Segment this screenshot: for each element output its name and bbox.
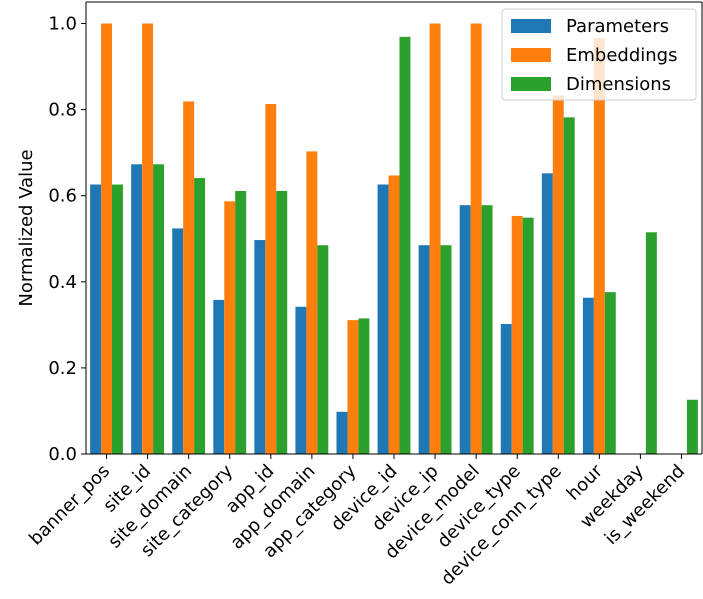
bar-parameters-hour xyxy=(582,297,594,454)
bar-dimensions-app_category xyxy=(358,318,370,454)
bar-dimensions-device_id xyxy=(399,36,411,455)
bar-embeddings-app_category xyxy=(347,320,359,454)
bar-embeddings-device_ip xyxy=(429,23,441,455)
bar-embeddings-banner_pos xyxy=(101,23,113,455)
bar-parameters-site_category xyxy=(213,299,225,454)
bar-embeddings-device_model xyxy=(470,23,482,455)
bar-embeddings-site_domain xyxy=(183,101,195,454)
y-tick-label: 0.0 xyxy=(48,444,77,465)
bar-embeddings-site_id xyxy=(142,23,154,455)
legend-swatch xyxy=(511,48,551,62)
x-tick-label: banner_pos xyxy=(25,461,114,550)
bar-dimensions-site_category xyxy=(235,190,247,455)
bar-parameters-app_domain xyxy=(295,306,307,454)
bar-dimensions-site_id xyxy=(153,164,165,455)
y-tick-label: 0.2 xyxy=(48,358,77,379)
bar-embeddings-site_category xyxy=(224,201,236,454)
legend-swatch xyxy=(511,19,551,33)
bar-dimensions-device_model xyxy=(481,205,493,454)
bar-parameters-site_domain xyxy=(172,228,184,454)
bar-embeddings-device_type xyxy=(511,215,523,454)
bar-embeddings-device_conn_type xyxy=(552,95,564,454)
bar-dimensions-device_type xyxy=(522,217,534,454)
bar-dimensions-hour xyxy=(604,292,616,454)
y-tick-label: 0.6 xyxy=(48,186,77,207)
bar-parameters-banner_pos xyxy=(90,184,102,454)
bar-dimensions-app_domain xyxy=(317,245,329,454)
bar-dimensions-weekday xyxy=(645,232,657,454)
y-tick-label: 0.8 xyxy=(48,100,77,121)
y-axis-label: Normalized Value xyxy=(16,149,37,306)
bar-parameters-site_id xyxy=(131,164,143,455)
legend-label: Parameters xyxy=(566,16,669,37)
bar-dimensions-app_id xyxy=(276,190,288,455)
bar-dimensions-device_conn_type xyxy=(563,117,575,455)
bar-parameters-device_model xyxy=(459,205,471,454)
bar-parameters-device_conn_type xyxy=(541,173,553,454)
bar-embeddings-app_domain xyxy=(306,151,318,454)
bar-dimensions-site_domain xyxy=(194,178,206,454)
legend-label: Dimensions xyxy=(566,74,671,95)
bar-parameters-device_type xyxy=(500,324,512,454)
bar-dimensions-device_ip xyxy=(440,245,452,454)
legend-label: Embeddings xyxy=(566,45,677,66)
bar-parameters-device_ip xyxy=(418,245,430,454)
bars-layer xyxy=(90,23,698,455)
bar-parameters-device_id xyxy=(377,184,389,454)
y-tick-label: 1.0 xyxy=(48,14,77,35)
bar-dimensions-banner_pos xyxy=(112,184,123,454)
legend: Parameters Embeddings Dimensions xyxy=(501,8,697,101)
bar-embeddings-app_id xyxy=(265,104,277,455)
bar-embeddings-hour xyxy=(593,38,605,454)
bar-parameters-app_id xyxy=(254,240,266,454)
bar-dimensions-is_weekend xyxy=(686,399,698,454)
legend-swatch xyxy=(511,77,551,91)
y-tick-label: 0.4 xyxy=(48,272,77,293)
bar-parameters-app_category xyxy=(336,411,348,454)
bar-embeddings-device_id xyxy=(388,175,400,455)
